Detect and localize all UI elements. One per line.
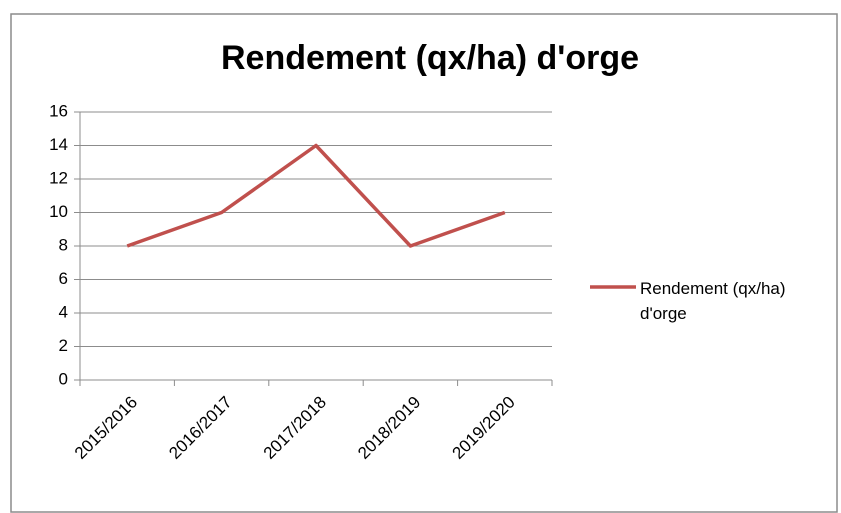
y-tick-label: 8: [59, 235, 68, 254]
series-line: [126, 143, 506, 248]
y-tick-label: 6: [59, 269, 68, 288]
y-tick-label: 2: [59, 336, 68, 355]
y-tick-label: 10: [49, 202, 68, 221]
y-tick-label: 14: [49, 135, 68, 154]
y-tick-label: 4: [59, 302, 68, 321]
legend-label: Rendement (qx/ha) d'orge: [640, 279, 786, 323]
y-tick-label: 0: [59, 369, 68, 388]
y-tick-label: 16: [49, 101, 68, 120]
chart-border: [10, 13, 838, 513]
y-tick-label: 12: [49, 168, 68, 187]
chart-title: Rendement (qx/ha) d'orge: [221, 39, 639, 77]
